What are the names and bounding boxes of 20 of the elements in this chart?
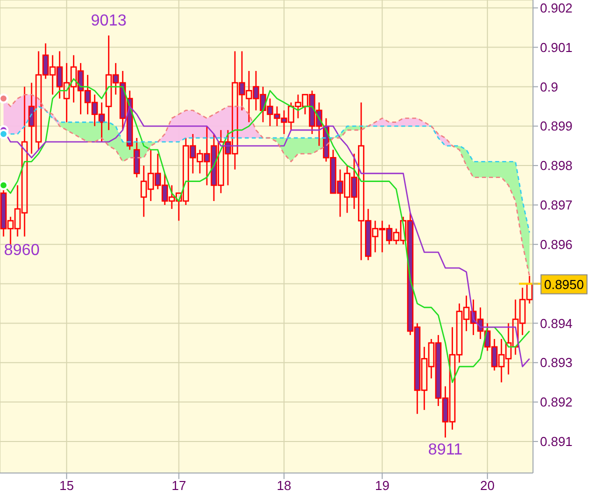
x-tick-label: 17 — [172, 478, 186, 494]
y-tick-label: 0.902 — [540, 0, 573, 16]
x-tick-label: 20 — [480, 478, 495, 494]
y-tick-label: 0.891 — [540, 434, 573, 450]
annotation: 8911 — [428, 442, 463, 459]
y-tick-label: 0.896 — [540, 237, 573, 252]
y-tick-label: 0.893 — [540, 355, 573, 370]
y-tick-label: 0.892 — [540, 394, 573, 410]
y-tick-label: 0.898 — [540, 158, 573, 174]
annotation: 8960 — [4, 242, 40, 260]
annotation: 9013 — [90, 12, 127, 30]
ref-line-label: 0.8950 — [544, 276, 584, 292]
x-tick-label: 15 — [59, 478, 74, 494]
y-tick-label: 0.9 — [540, 79, 558, 94]
x-tick-label: 19 — [374, 478, 390, 494]
y-tick-label: 0.899 — [540, 118, 573, 134]
y-tick-label: 0.897 — [540, 198, 573, 213]
y-tick-label: 0.901 — [540, 40, 573, 55]
x-tick-label: 18 — [276, 478, 292, 494]
y-tick-label: 0.894 — [540, 316, 573, 331]
